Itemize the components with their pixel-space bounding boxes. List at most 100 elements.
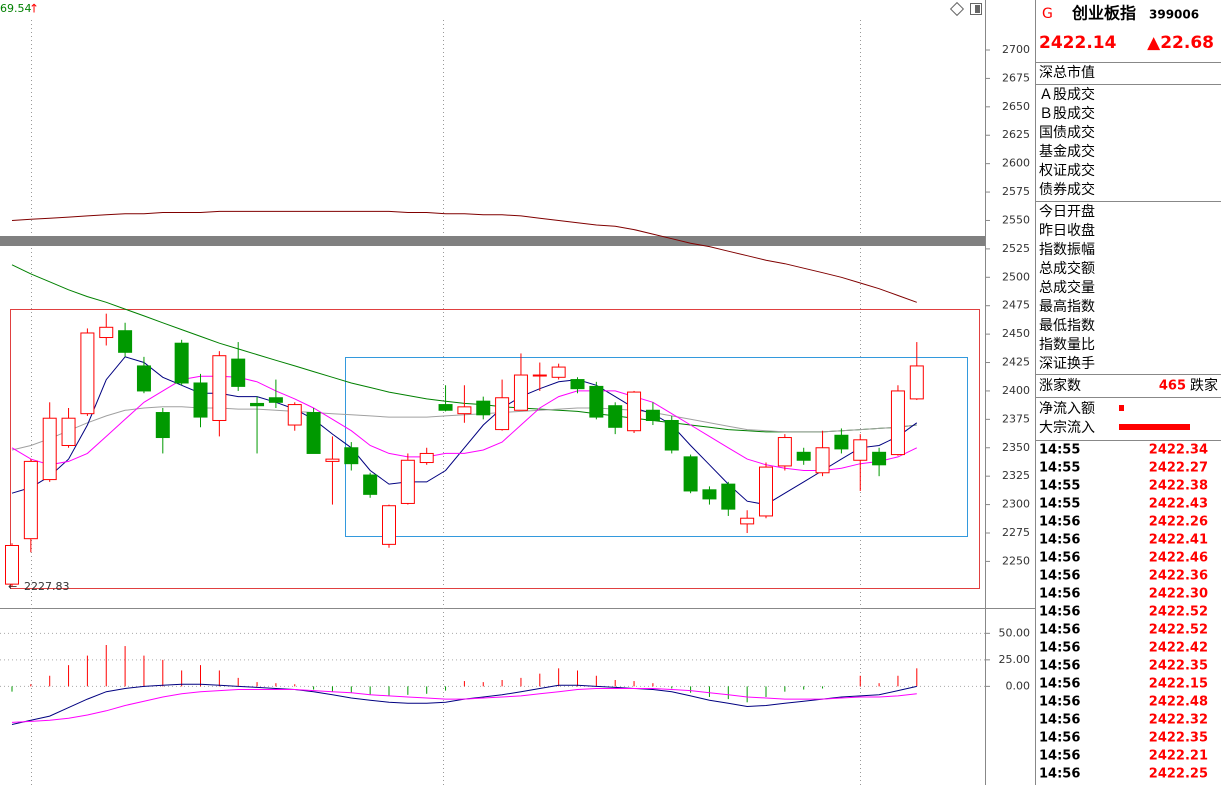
y-tick-label: 50.00 [999,626,1031,639]
tick-time: 14:56 [1039,767,1080,782]
candle-body [99,326,114,339]
tick-price: 2422.52 [1149,623,1208,638]
candle-body [212,355,227,421]
index-code: 399006 [1149,8,1199,22]
candle-body [909,365,924,400]
candle-body [872,451,887,466]
flow-label: 大宗流入 [1039,420,1095,436]
field-label: 深证换手 [1039,355,1095,372]
candle-body [740,517,755,525]
toggle-icon[interactable] [949,1,965,17]
y-tick-label: 2350 [1002,441,1030,454]
field-label: 总成交额 [1039,260,1095,277]
candle-body [155,412,170,439]
y-tick-label: 2675 [1002,71,1030,84]
candle-body [268,397,283,403]
tick-price: 2422.15 [1149,677,1208,692]
candle-body [627,391,642,432]
y-tick-label: 2300 [1002,498,1030,511]
field-label: 总成交量 [1039,279,1095,296]
candle-body [344,447,359,465]
tick-price: 2422.35 [1149,731,1208,746]
corner-arrow: ↑ [29,2,39,16]
tick-time: 14:56 [1039,677,1080,692]
field-label: 权证成交 [1039,162,1095,179]
y-tick-label: 2250 [1002,554,1030,567]
flag: G [1042,6,1053,22]
y-tick-label: 2525 [1002,242,1030,255]
y-tick-label: 2600 [1002,157,1030,170]
y-tick-label: 2550 [1002,213,1030,226]
selection-box [10,309,980,589]
tick-time: 14:56 [1039,623,1080,638]
flow-label: 净流入额 [1039,401,1095,417]
corner-value: 69.54 [0,2,32,15]
tick-time: 14:56 [1039,749,1080,764]
candle-body [834,434,849,450]
tick-price: 2422.35 [1149,659,1208,674]
candle-body [250,402,265,407]
field-label: 指数振幅 [1039,242,1095,258]
tick-time: 14:56 [1039,515,1080,530]
tick-price: 2422.26 [1149,515,1208,530]
tick-price: 2422.43 [1149,497,1208,512]
candle-body [759,466,773,517]
window-icon[interactable] [970,3,982,15]
candle-body [645,409,660,421]
y-tick-label: 2275 [1002,526,1030,539]
candle-body [118,330,133,353]
field-label: 基金成交 [1039,143,1095,160]
down-label: 跌家 [1190,377,1218,394]
field-label: 深总市值 [1039,64,1095,81]
candle-body [419,452,434,464]
tick-price: 2422.36 [1149,569,1208,584]
ma-line [11,688,917,723]
candle-body [589,385,604,418]
candle-body [306,412,321,454]
field-label: 昨日收盘 [1039,222,1095,239]
candle-body [683,456,698,492]
candle-body [777,437,792,467]
candle-body [5,544,19,585]
tick-time: 14:56 [1039,605,1080,620]
y-tick-label: 2475 [1002,299,1030,312]
tick-price: 2422.27 [1149,461,1208,476]
y-tick-label: 2400 [1002,384,1030,397]
low-label: 2227.83 [24,580,70,593]
candle-body [796,451,811,461]
candle-body [193,382,208,418]
field-label: 最低指数 [1039,318,1095,334]
candle-body [231,358,246,387]
y-tick-label: 2500 [1002,270,1030,283]
tick-price: 2422.38 [1149,479,1208,494]
candle-body [702,489,717,500]
tick-price: 2422.30 [1149,587,1208,602]
y-tick-label: 2575 [1002,185,1030,198]
tick-time: 14:55 [1039,443,1080,458]
tick-time: 14:56 [1039,641,1080,656]
candle-body [457,406,472,415]
candle-body [42,417,57,481]
y-tick-label: 25.00 [999,653,1031,666]
candle-body [853,439,868,461]
candle-body [363,474,378,495]
field-label: 指数量比 [1039,337,1095,353]
tick-time: 14:56 [1039,695,1080,710]
flow-bar [1119,405,1124,411]
candle-body [513,374,528,411]
y-tick-label: 2325 [1002,469,1030,482]
candle-body [570,379,585,390]
field-label: 今日开盘 [1039,203,1095,220]
candle-body [136,365,151,392]
candle-body [80,332,95,415]
y-tick-label: 2375 [1002,412,1030,425]
tick-time: 14:55 [1039,461,1080,476]
tick-time: 14:56 [1039,731,1080,746]
candle-body [476,400,491,416]
y-tick-label: 2450 [1002,327,1030,340]
flow-bar [1119,424,1190,430]
tick-time: 14:56 [1039,533,1080,548]
tick-price: 2422.42 [1149,641,1208,656]
candle-body [23,460,38,540]
